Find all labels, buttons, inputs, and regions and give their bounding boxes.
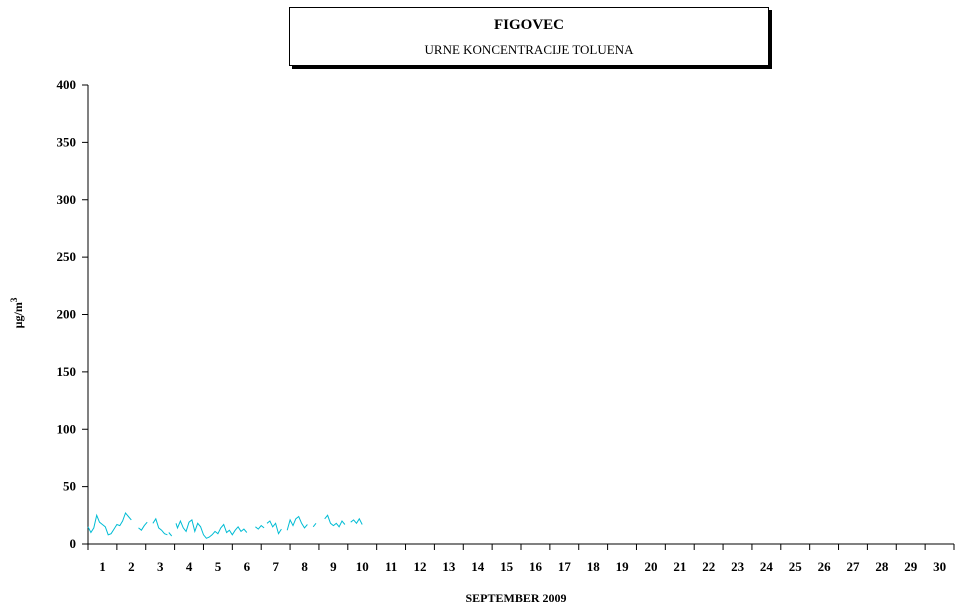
x-tick-label: 18 [587, 559, 601, 574]
x-tick-label: 11 [385, 559, 397, 574]
series-line-segment [175, 519, 248, 539]
x-tick-label: 3 [157, 559, 164, 574]
x-tick-label: 27 [847, 559, 861, 574]
x-tick-label: 22 [702, 559, 715, 574]
x-tick-label: 26 [818, 559, 832, 574]
x-tick-label: 28 [875, 559, 889, 574]
x-tick-label: 13 [442, 559, 456, 574]
x-tick-label: 15 [500, 559, 514, 574]
y-axis-title: µg/m3 [9, 297, 25, 328]
x-tick-label: 6 [244, 559, 251, 574]
series-line-segment [138, 521, 148, 531]
x-tick-label: 20 [644, 559, 657, 574]
x-axis-ticks: 1 2 3 4 5 6 7 8 9 10 11 12 13 14 15 16 17 18 19 20 21 22 23 24 2… [87, 544, 955, 574]
x-tick-label: 14 [471, 559, 485, 574]
chart-title-box: FIGOVEC URNE KONCENTRACIJE TOLUENA [289, 7, 769, 66]
x-tick-label: 21 [673, 559, 686, 574]
y-tick-label: 200 [57, 307, 77, 322]
series-line-segment [266, 520, 282, 535]
series-line-segment [350, 517, 363, 525]
x-tick-label: 9 [330, 559, 337, 574]
x-tick-label: 17 [558, 559, 572, 574]
x-tick-label: 12 [414, 559, 427, 574]
series-line-segment [312, 522, 317, 528]
y-tick-label: 100 [57, 421, 77, 436]
x-tick-label: 5 [215, 559, 222, 574]
x-tick-label: 24 [760, 559, 774, 574]
y-tick-label: 150 [57, 364, 77, 379]
x-tick-label: 25 [789, 559, 803, 574]
chart-title: FIGOVEC [493, 17, 564, 33]
series-line-segment [255, 524, 265, 530]
x-tick-label: 1 [99, 559, 106, 574]
chart-subtitle: URNE KONCENTRACIJE TOLUENA [424, 42, 634, 57]
y-tick-label: 400 [57, 77, 77, 92]
y-axis-ticks: 0 50 100 150 200 250 300 350 400 [57, 77, 88, 551]
axes [87, 85, 954, 545]
x-tick-label: 8 [301, 559, 308, 574]
x-tick-label: 4 [186, 559, 193, 574]
x-tick-label: 29 [904, 559, 918, 574]
y-tick-label: 250 [57, 249, 77, 264]
y-tick-label: 0 [70, 536, 77, 551]
series-line-segment [324, 514, 346, 528]
x-tick-label: 10 [356, 559, 369, 574]
x-tick-label: 19 [616, 559, 630, 574]
x-tick-label: 23 [731, 559, 745, 574]
x-tick-label: 30 [933, 559, 946, 574]
y-tick-label: 350 [57, 134, 77, 149]
x-tick-label: 16 [529, 559, 543, 574]
series-line-segment [152, 517, 168, 536]
series-line-segment [168, 532, 173, 537]
y-tick-label: 50 [63, 479, 76, 494]
series-line-segment [286, 515, 308, 531]
x-axis-title: SEPTEMBER 2009 [465, 591, 566, 605]
y-tick-label: 300 [57, 192, 77, 207]
series-line-segment [87, 512, 132, 536]
x-tick-label: 7 [272, 559, 279, 574]
x-tick-label: 2 [128, 559, 135, 574]
series-toluene [87, 512, 363, 539]
